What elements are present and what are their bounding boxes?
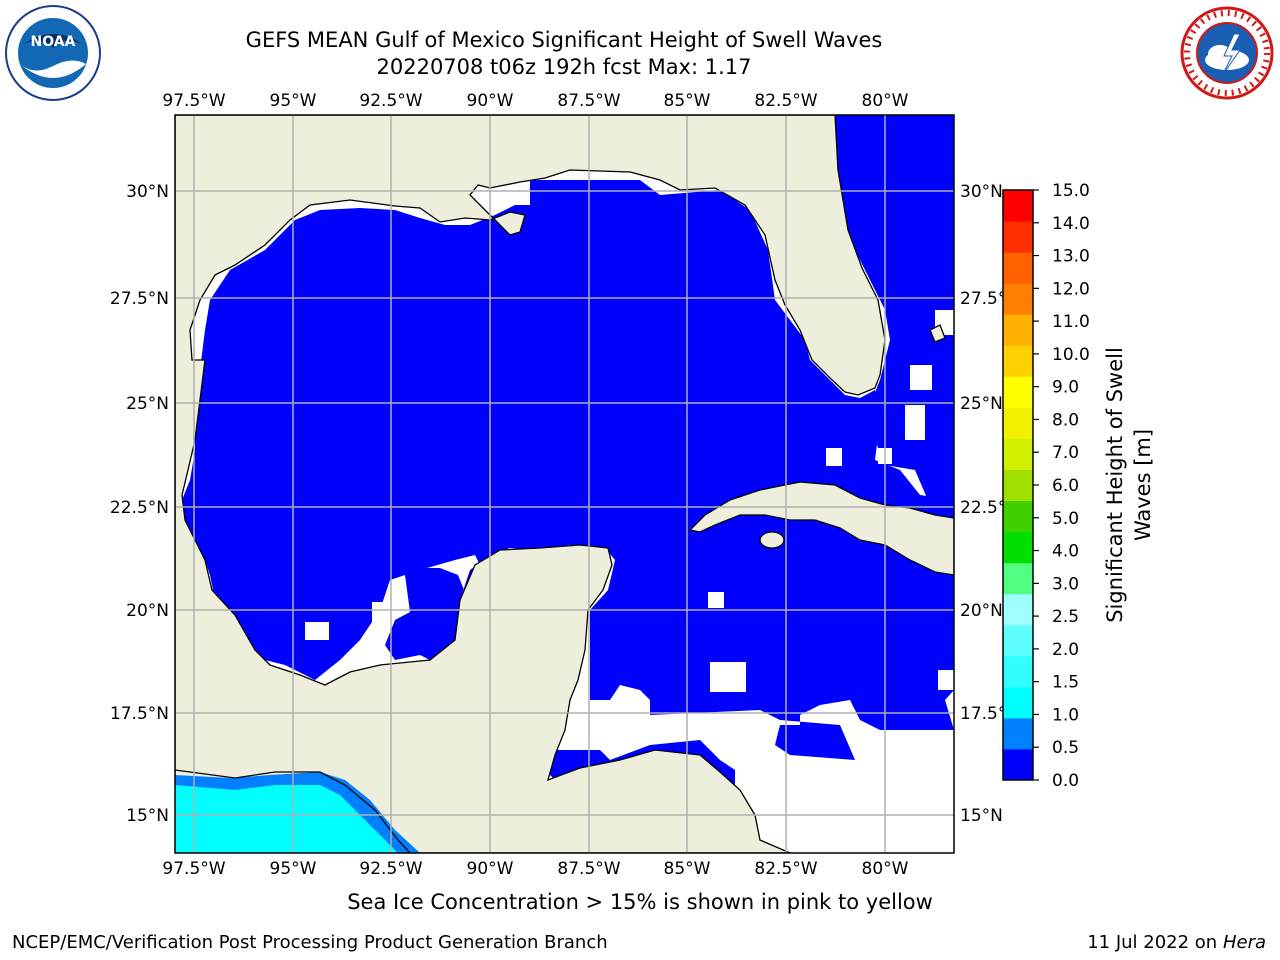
lon-label: 85°W <box>664 859 711 879</box>
colorbar-tick-label: 3.0 <box>1052 574 1079 594</box>
colorbar-segment <box>1003 500 1033 533</box>
lon-label: 92.5°W <box>359 859 422 879</box>
colorbar-segment <box>1003 221 1033 253</box>
colorbar-segment <box>1003 562 1033 595</box>
lon-label: 87.5°W <box>557 91 620 111</box>
colorbar-segment <box>1003 593 1033 626</box>
colorbar-tick-label: 5.0 <box>1052 509 1079 529</box>
colorbar-tick-label: 6.0 <box>1052 476 1079 496</box>
noaa-logo-icon: NOAA <box>5 5 101 101</box>
footer-host: Hera <box>1222 932 1266 953</box>
lat-label: 22.5°N <box>110 498 169 518</box>
colorbar-tick-label: 0.5 <box>1052 738 1079 758</box>
colorbar-segment <box>1003 190 1033 222</box>
lat-label: 15°N <box>960 806 1003 826</box>
lon-labels-bottom: 97.5°W 95°W 92.5°W 90°W 87.5°W 85°W 82.5… <box>162 859 908 879</box>
lon-label: 90°W <box>467 91 514 111</box>
map-frame <box>174 114 955 854</box>
lon-label: 92.5°W <box>359 91 422 111</box>
lon-label: 85°W <box>664 91 711 111</box>
lat-label: 17.5°N <box>110 704 169 724</box>
colorbar-segment <box>1003 624 1033 657</box>
colorbar-tick-label: 1.0 <box>1052 705 1079 725</box>
colorbar-tick-label: 8.0 <box>1052 410 1079 430</box>
colorbar: 0.0 0.5 1.0 1.5 2.0 2.5 3.0 4.0 5.0 6.0 7.0 8.0 9.0 1… <box>1002 181 1090 791</box>
lat-labels-left: 30°N 27.5°N 25°N 22.5°N 20°N 17.5°N 15°N <box>110 182 169 826</box>
lon-label: 82.5°W <box>754 859 817 879</box>
colorbar-tick-label: 11.0 <box>1052 312 1090 332</box>
map-subtitle: 20220708 t06z 192h fcst Max: 1.17 <box>376 55 752 79</box>
colorbar-tick-label: 0.0 <box>1052 771 1079 791</box>
colorbar-segment <box>1003 283 1033 315</box>
colorbar-tick-label: 4.0 <box>1052 542 1079 562</box>
colorbar-segment <box>1003 438 1033 470</box>
colorbar-segment <box>1003 252 1033 284</box>
lon-labels-top: 97.5°W 95°W 92.5°W 90°W 87.5°W 85°W 82.5… <box>162 91 908 111</box>
lon-label: 87.5°W <box>557 859 620 879</box>
colorbar-tick-label: 9.0 <box>1052 378 1079 398</box>
lat-label: 20°N <box>126 601 169 621</box>
map-area <box>175 115 954 853</box>
colorbar-tick-label: 2.0 <box>1052 640 1079 660</box>
sea-ice-note: Sea Ice Concentration > 15% is shown in … <box>347 890 933 914</box>
pacific-coast <box>175 769 411 853</box>
colorbar-segment <box>1003 376 1033 408</box>
lon-label: 80°W <box>862 91 909 111</box>
lat-label: 27.5°N <box>110 289 169 309</box>
colorbar-tick-label: 14.0 <box>1052 214 1090 234</box>
colorbar-label-line1: Significant Height of Swell <box>1103 347 1127 623</box>
colorbar-label: Significant Height of Swell Waves [m] <box>1103 347 1155 623</box>
nws-logo-icon <box>1180 6 1274 100</box>
footer-credit: NCEP/EMC/Verification Post Processing Pr… <box>12 932 608 953</box>
colorbar-tick-label: 7.0 <box>1052 443 1079 463</box>
colorbar-tick-label: 1.5 <box>1052 673 1079 693</box>
lat-label: 15°N <box>126 806 169 826</box>
lon-label: 95°W <box>270 859 317 879</box>
lon-label: 97.5°W <box>162 91 225 111</box>
colorbar-tick-label: 13.0 <box>1052 247 1090 267</box>
lat-label: 20°N <box>960 601 1003 621</box>
footer-date-text: 11 Jul 2022 on <box>1087 932 1223 953</box>
lat-label: 30°N <box>960 182 1003 202</box>
bahamas-islet <box>929 324 946 343</box>
lat-label: 25°N <box>126 394 169 414</box>
colorbar-segment <box>1003 531 1033 564</box>
lon-label: 95°W <box>270 91 317 111</box>
lon-label: 82.5°W <box>754 91 817 111</box>
pacific-swell-cyan <box>175 785 398 853</box>
lon-label: 90°W <box>467 859 514 879</box>
colorbar-segment <box>1003 469 1033 502</box>
lat-label: 30°N <box>126 182 169 202</box>
colorbar-segment <box>1003 748 1033 781</box>
isle-of-youth <box>759 531 785 549</box>
map-title: GEFS MEAN Gulf of Mexico Significant Hei… <box>245 28 883 52</box>
colorbar-segment <box>1003 717 1033 750</box>
lon-label: 97.5°W <box>162 859 225 879</box>
lat-label: 25°N <box>960 394 1003 414</box>
colorbar-tick-label: 10.0 <box>1052 345 1090 365</box>
svg-text:NOAA: NOAA <box>31 34 76 50</box>
colorbar-segment <box>1003 655 1033 688</box>
colorbar-label-line2: Waves [m] <box>1131 429 1155 541</box>
footer-date: 11 Jul 2022 on Hera <box>1087 932 1266 953</box>
colorbar-segment <box>1003 407 1033 439</box>
lon-label: 80°W <box>862 859 909 879</box>
colorbar-segment <box>1003 314 1033 346</box>
colorbar-tick-label: 2.5 <box>1052 607 1079 627</box>
colorbar-segment <box>1003 686 1033 719</box>
cuba-land <box>688 481 954 576</box>
colorbar-tick-label: 12.0 <box>1052 279 1090 299</box>
lat-lon-grid <box>175 115 954 853</box>
colorbar-tick-label: 15.0 <box>1052 181 1090 201</box>
colorbar-segment <box>1003 345 1033 377</box>
